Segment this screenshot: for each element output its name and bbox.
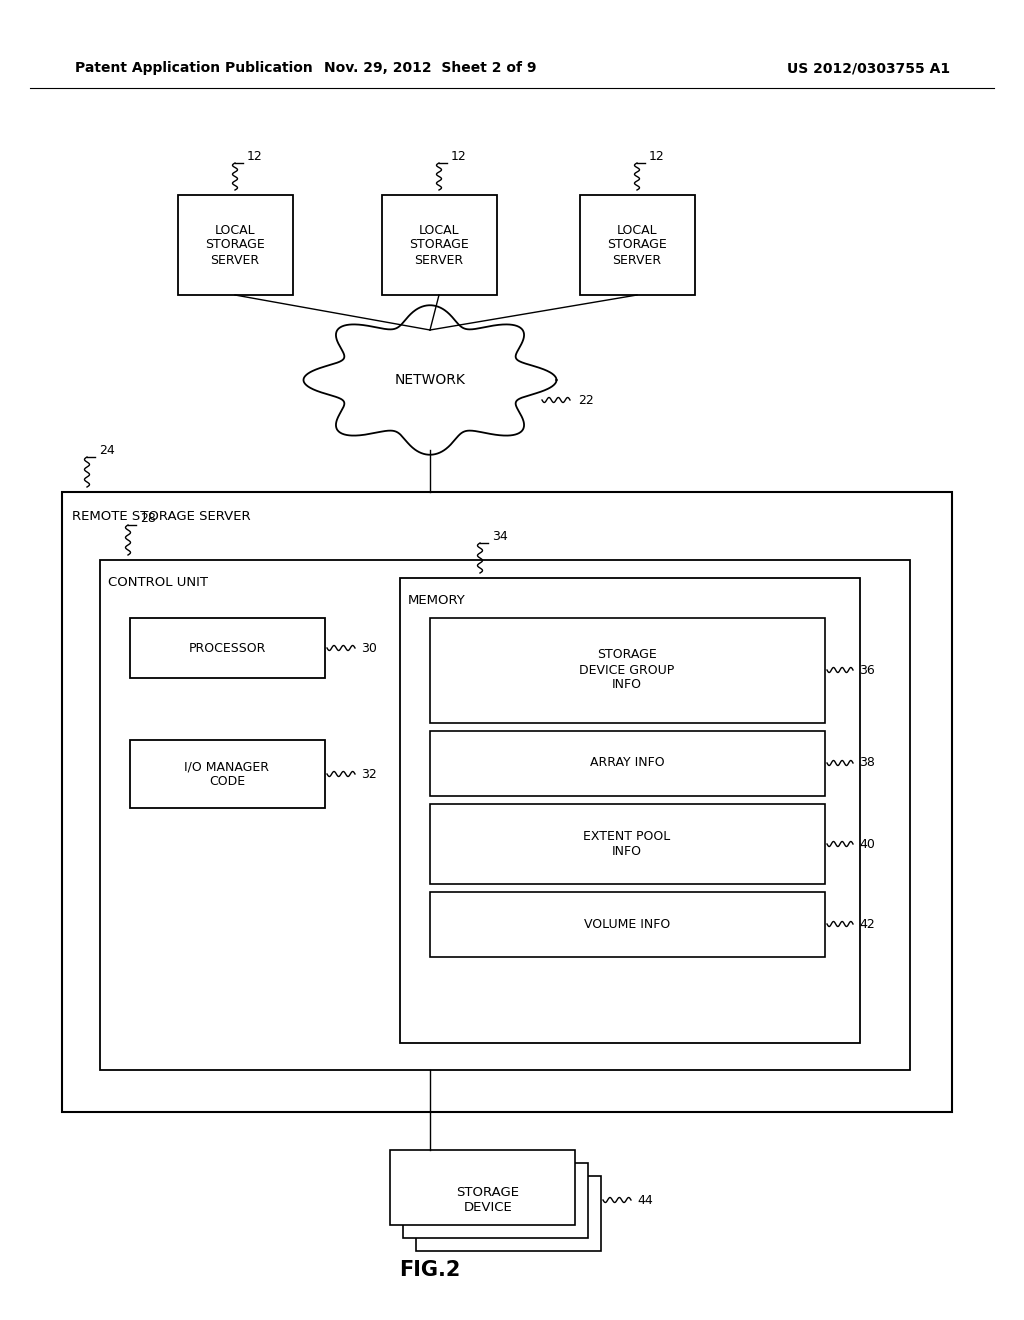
Text: 12: 12 xyxy=(451,150,467,164)
Text: MEMORY: MEMORY xyxy=(408,594,466,607)
Text: I/O MANAGER
CODE: I/O MANAGER CODE xyxy=(184,760,269,788)
Polygon shape xyxy=(303,305,556,455)
Text: 24: 24 xyxy=(99,444,115,457)
Text: 36: 36 xyxy=(859,664,874,676)
Bar xyxy=(430,892,825,957)
Text: 44: 44 xyxy=(637,1193,652,1206)
Text: 22: 22 xyxy=(578,393,594,407)
Text: 28: 28 xyxy=(140,511,156,524)
Bar xyxy=(400,578,860,1043)
Bar xyxy=(178,195,293,294)
Bar xyxy=(390,1150,575,1225)
Text: FIG.2: FIG.2 xyxy=(399,1261,461,1280)
Text: 32: 32 xyxy=(361,767,377,780)
Bar xyxy=(130,741,325,808)
Text: US 2012/0303755 A1: US 2012/0303755 A1 xyxy=(786,61,950,75)
Text: STORAGE
DEVICE GROUP
INFO: STORAGE DEVICE GROUP INFO xyxy=(580,648,675,692)
Text: Nov. 29, 2012  Sheet 2 of 9: Nov. 29, 2012 Sheet 2 of 9 xyxy=(324,61,537,75)
Text: 38: 38 xyxy=(859,756,874,770)
Text: EXTENT POOL
INFO: EXTENT POOL INFO xyxy=(584,830,671,858)
Text: 42: 42 xyxy=(859,917,874,931)
Text: 12: 12 xyxy=(649,150,665,164)
Text: 40: 40 xyxy=(859,837,874,850)
Text: NETWORK: NETWORK xyxy=(394,374,466,387)
Bar xyxy=(580,195,695,294)
Bar xyxy=(382,195,497,294)
Text: 12: 12 xyxy=(247,150,263,164)
Bar xyxy=(130,618,325,678)
Text: Patent Application Publication: Patent Application Publication xyxy=(75,61,312,75)
Text: 34: 34 xyxy=(492,529,508,543)
Bar xyxy=(100,560,910,1071)
Bar xyxy=(403,1163,588,1238)
Bar xyxy=(62,492,952,1111)
Text: ARRAY INFO: ARRAY INFO xyxy=(590,756,665,770)
Text: LOCAL
STORAGE
SERVER: LOCAL STORAGE SERVER xyxy=(205,223,265,267)
Bar xyxy=(430,804,825,884)
Text: LOCAL
STORAGE
SERVER: LOCAL STORAGE SERVER xyxy=(607,223,667,267)
Text: STORAGE
DEVICE: STORAGE DEVICE xyxy=(457,1185,519,1214)
Text: LOCAL
STORAGE
SERVER: LOCAL STORAGE SERVER xyxy=(410,223,469,267)
Bar xyxy=(430,731,825,796)
Text: REMOTE STORAGE SERVER: REMOTE STORAGE SERVER xyxy=(72,510,251,523)
Bar xyxy=(430,618,825,723)
Bar xyxy=(416,1176,601,1251)
Text: VOLUME INFO: VOLUME INFO xyxy=(584,917,670,931)
Text: 30: 30 xyxy=(361,642,377,655)
Text: PROCESSOR: PROCESSOR xyxy=(188,642,265,655)
Text: CONTROL UNIT: CONTROL UNIT xyxy=(108,576,208,589)
